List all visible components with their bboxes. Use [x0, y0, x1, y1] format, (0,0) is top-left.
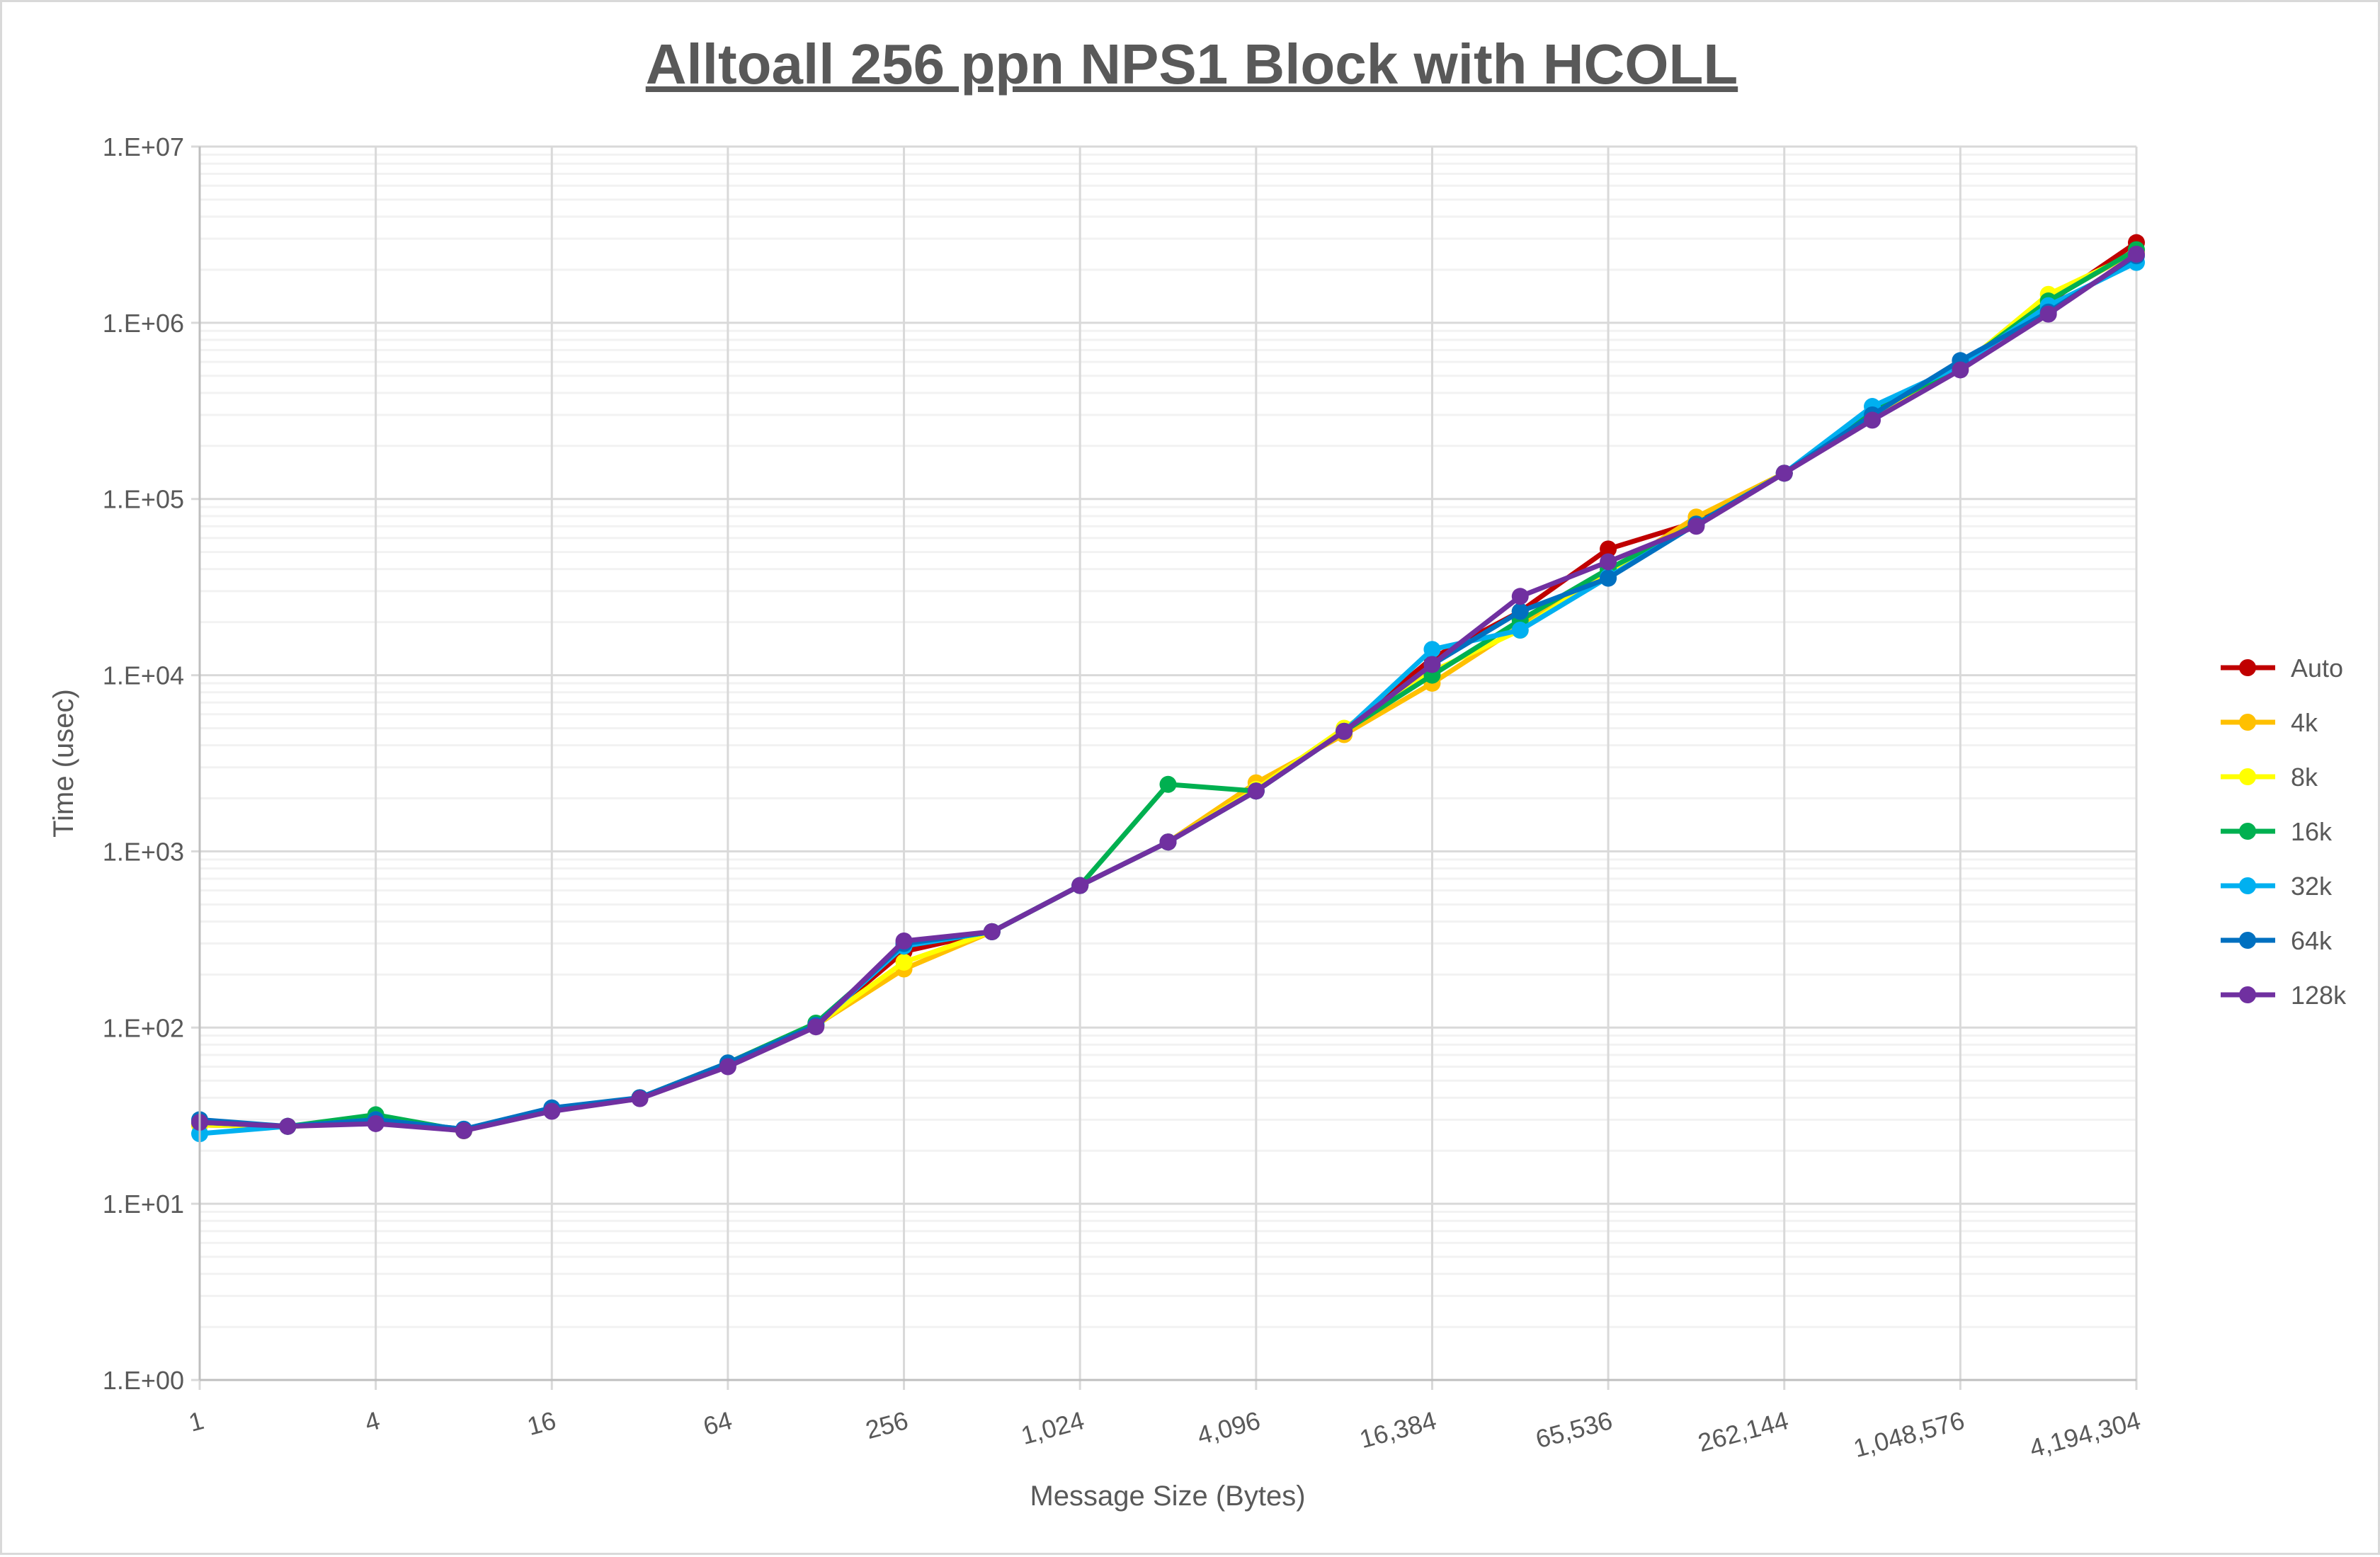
- x-tick-label: 16: [524, 1405, 559, 1441]
- legend: Auto 4k 8k 16k 32k 64k 128k: [2221, 654, 2347, 1010]
- legend-marker: [2239, 768, 2256, 785]
- data-point: [1159, 833, 1177, 851]
- x-axis-label: Message Size (Bytes): [1030, 1481, 1305, 1512]
- data-point: [2039, 305, 2057, 323]
- legend-marker: [2239, 659, 2256, 676]
- data-point: [543, 1102, 561, 1120]
- legend-item-auto: Auto: [2221, 654, 2343, 683]
- data-point: [631, 1090, 649, 1107]
- legend-marker: [2239, 714, 2256, 731]
- data-point: [1600, 540, 1617, 558]
- data-point: [983, 923, 1001, 940]
- x-tick-label: 1,024: [1018, 1405, 1088, 1450]
- x-tick-label: 262,144: [1695, 1405, 1791, 1457]
- series-group: [191, 234, 2145, 1143]
- x-tick-label: 16,384: [1357, 1405, 1440, 1454]
- series-4k: [191, 242, 2145, 1139]
- chart-title: Alltoall 256 ppn NPS1 Block with HCOLL: [646, 33, 1738, 96]
- x-tick-label: 64: [700, 1405, 735, 1441]
- data-point: [1511, 588, 1529, 605]
- data-point: [807, 1018, 825, 1036]
- legend-label: 128k: [2291, 981, 2347, 1010]
- data-point: [1511, 622, 1529, 639]
- legend-label: 16k: [2291, 817, 2333, 846]
- x-tick-label: 1: [186, 1405, 207, 1437]
- y-tick-label: 1.E+04: [103, 661, 184, 690]
- data-point: [1423, 656, 1441, 673]
- x-tick-label: 4,096: [1194, 1405, 1263, 1450]
- x-tick-label: 1,048,576: [1850, 1405, 1967, 1463]
- y-axis-label: Time (usec): [48, 689, 79, 838]
- series-32k: [191, 253, 2145, 1143]
- gridlines: [191, 145, 2138, 1390]
- y-tick-label: 1.E+06: [103, 309, 184, 338]
- data-point: [1423, 641, 1441, 658]
- data-point: [1336, 722, 1353, 740]
- data-point: [719, 1058, 736, 1076]
- legend-label: 32k: [2291, 872, 2333, 901]
- legend-marker: [2239, 823, 2256, 840]
- series-line: [199, 249, 2138, 1134]
- data-point: [1775, 464, 1793, 482]
- legend-label: Auto: [2291, 654, 2343, 683]
- legend-label: 64k: [2291, 926, 2333, 955]
- legend-marker: [2239, 877, 2256, 894]
- series-line: [199, 247, 2138, 1134]
- data-point: [1952, 361, 1969, 379]
- legend-item-16k: 16k: [2221, 817, 2333, 846]
- series-128k: [191, 246, 2145, 1139]
- data-point: [367, 1114, 385, 1132]
- legend-item-128k: 128k: [2221, 981, 2347, 1010]
- data-point: [1864, 411, 1881, 429]
- x-tick-label: 4: [362, 1405, 383, 1437]
- y-tick-label: 1.E+00: [103, 1366, 184, 1395]
- data-point: [279, 1117, 297, 1135]
- legend-marker: [2239, 986, 2256, 1003]
- data-point: [1159, 775, 1177, 793]
- x-tick-label: 4,194,304: [2027, 1405, 2143, 1463]
- y-tick-label: 1.E+07: [103, 132, 184, 161]
- data-point: [1071, 877, 1089, 894]
- legend-item-32k: 32k: [2221, 872, 2333, 901]
- y-tick-label: 1.E+03: [103, 837, 184, 866]
- legend-label: 8k: [2291, 763, 2318, 792]
- legend-item-8k: 8k: [2221, 763, 2318, 792]
- data-point: [1247, 782, 1265, 800]
- x-tick-label: 256: [862, 1405, 911, 1444]
- data-point: [455, 1122, 472, 1139]
- data-point: [1687, 518, 1705, 535]
- data-point: [2128, 246, 2145, 263]
- y-tick-label: 1.E+05: [103, 485, 184, 514]
- data-point: [1600, 569, 1617, 587]
- series-auto: [191, 234, 2145, 1139]
- data-point: [1600, 553, 1617, 571]
- legend-item-64k: 64k: [2221, 926, 2333, 955]
- legend-label: 4k: [2291, 708, 2318, 737]
- y-tick-label: 1.E+02: [103, 1013, 184, 1042]
- y-tick-label: 1.E+01: [103, 1190, 184, 1219]
- legend-item-4k: 4k: [2221, 708, 2318, 737]
- data-point: [895, 953, 913, 971]
- x-tick-label: 65,536: [1532, 1405, 1615, 1454]
- legend-marker: [2239, 932, 2256, 949]
- data-point: [895, 933, 913, 950]
- data-point: [1511, 603, 1529, 620]
